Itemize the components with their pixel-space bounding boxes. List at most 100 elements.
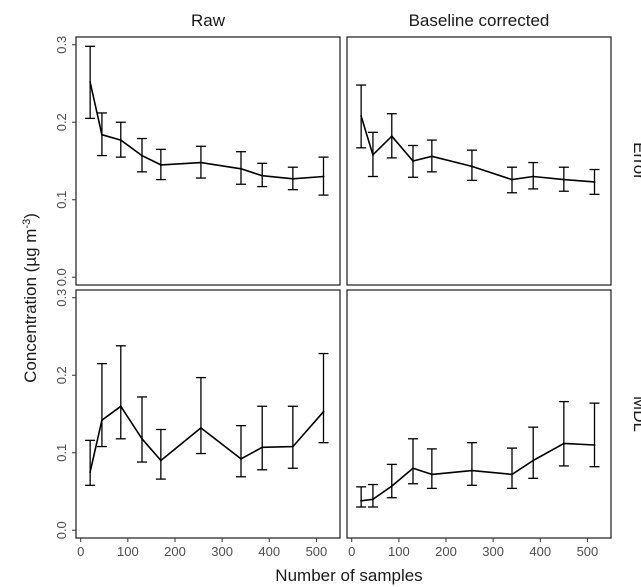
data-point	[360, 499, 363, 502]
column-strip-raw: Raw	[191, 11, 226, 30]
error-bar	[408, 438, 418, 485]
x-axis-title: Number of samples	[275, 566, 422, 585]
y-tick-label: 0.1	[54, 191, 69, 209]
data-point	[89, 471, 92, 474]
data-point	[159, 459, 162, 462]
y-tick-label: 0.3	[54, 36, 69, 54]
data-point	[119, 405, 122, 408]
error-bar	[137, 396, 147, 463]
x-tick-label: 200	[164, 544, 186, 559]
y-axis-title-superscript: -3	[21, 219, 33, 229]
data-point	[532, 175, 535, 178]
y-tick-label: 0.3	[54, 289, 69, 307]
data-point	[390, 135, 393, 138]
data-point	[562, 442, 565, 445]
error-bar	[507, 447, 517, 490]
series-line-baseline-corrected-mdl	[360, 442, 595, 502]
column-strip-baseline-corrected: Baseline corrected	[409, 11, 550, 30]
y-axis-title-main: Concentration (µg m	[21, 229, 40, 383]
y-tick-label: 0.2	[54, 366, 69, 384]
error-bar	[155, 428, 166, 480]
error-bar	[318, 352, 329, 444]
error-bar	[195, 376, 206, 455]
data-point	[532, 459, 535, 462]
y-tick-label: 0.1	[54, 444, 69, 462]
series-line-raw-mdl	[89, 405, 325, 473]
panel-raw-error	[72, 36, 341, 286]
strip-labels: Raw Baseline corrected Error MDL	[191, 11, 641, 432]
data-point	[412, 160, 414, 162]
series-line-baseline-corrected-error	[360, 115, 595, 183]
y-tick-label: 0.0	[54, 268, 69, 286]
x-tick-label: 300	[211, 544, 233, 559]
y-axis-title-end: )	[21, 213, 40, 219]
x-tick-label: 400	[258, 544, 280, 559]
data-point	[430, 155, 433, 158]
x-tick-label: 100	[117, 544, 139, 559]
data-point	[100, 419, 103, 422]
error-bar	[96, 362, 107, 448]
data-point	[360, 115, 363, 118]
data-point	[593, 444, 596, 446]
error-bar	[426, 448, 437, 490]
data-point	[322, 175, 325, 178]
x-tick-label: 300	[482, 544, 504, 559]
data-point	[261, 446, 264, 449]
y-axis-title: Concentration (µg m-3)	[21, 213, 40, 383]
x-tick-label: 200	[435, 544, 457, 559]
data-point	[371, 153, 374, 156]
x-tick-label: 100	[388, 544, 410, 559]
data-point	[261, 174, 264, 177]
error-bar	[287, 405, 298, 469]
error-bar	[466, 149, 477, 182]
data-point	[240, 457, 242, 460]
y-tick-label: 0.0	[54, 521, 69, 539]
panels-layer	[72, 36, 612, 542]
data-point	[199, 161, 202, 164]
error-bar	[257, 405, 268, 471]
panel-raw-mdl	[72, 289, 341, 542]
data-point	[291, 445, 294, 448]
x-tick-label: 0	[348, 544, 355, 559]
data-point	[141, 154, 143, 157]
data-point	[470, 165, 473, 168]
panel-baseline-corrected-error	[346, 36, 612, 286]
panel-border-raw-error	[75, 36, 341, 286]
data-point	[470, 469, 473, 472]
error-bar	[356, 486, 367, 508]
data-point	[412, 467, 414, 470]
row-strip-mdl: MDL	[630, 396, 641, 432]
error-bar	[528, 426, 539, 479]
data-point	[390, 485, 393, 488]
panel-border-baseline-corrected-mdl	[346, 289, 612, 539]
data-point	[593, 180, 596, 183]
data-point	[511, 473, 513, 476]
row-strip-error: Error	[630, 142, 641, 180]
data-point	[430, 473, 433, 476]
data-point	[119, 139, 122, 142]
x-tick-label: 0	[77, 544, 84, 559]
data-point	[240, 167, 242, 170]
panel-border-baseline-corrected-error	[346, 36, 612, 286]
error-bar	[367, 483, 378, 508]
error-bar	[236, 424, 246, 478]
data-point	[159, 163, 162, 166]
data-point	[511, 178, 513, 181]
data-point	[199, 426, 202, 429]
panel-baseline-corrected-mdl	[346, 289, 612, 542]
error-bar	[85, 439, 96, 486]
data-point	[141, 437, 143, 440]
error-bar	[115, 345, 126, 440]
data-point	[371, 498, 374, 501]
data-point	[291, 177, 294, 180]
error-bar	[589, 402, 600, 468]
axis-labels: 0.0 0.1 0.2 0.3 0.0 0.1 0.2 0.3 0 100 200 300 400 500…	[54, 36, 598, 559]
series-line-raw-error	[89, 81, 324, 180]
x-tick-label: 500	[577, 544, 599, 559]
y-tick-label: 0.2	[54, 113, 69, 131]
x-tick-label: 500	[306, 544, 328, 559]
data-point	[89, 80, 92, 83]
data-point	[100, 133, 103, 136]
error-bar	[558, 400, 569, 467]
